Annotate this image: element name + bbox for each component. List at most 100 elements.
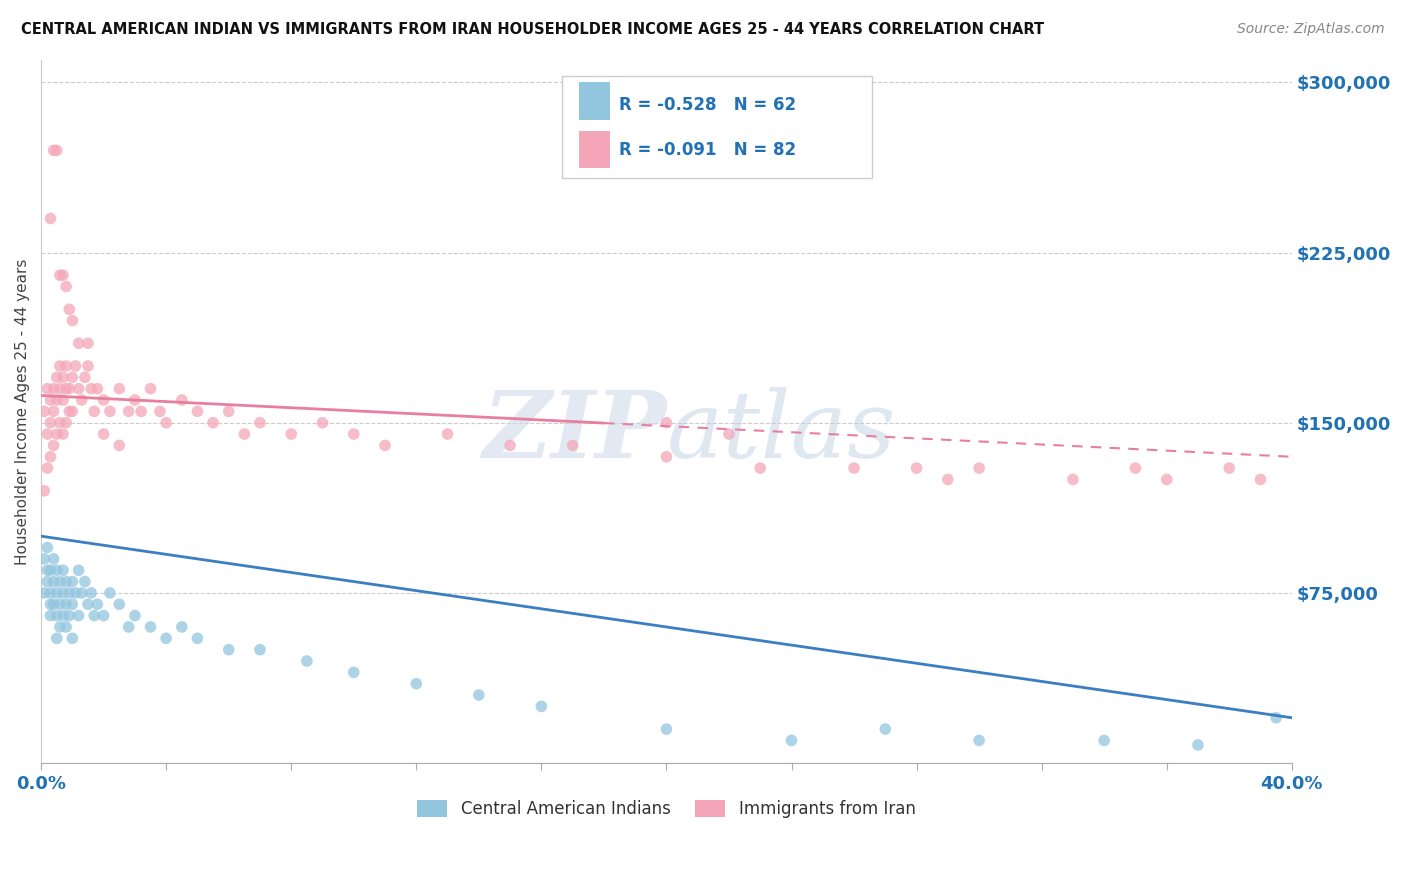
Point [60,313,83,327]
Point [73,574,96,589]
Point [52,608,75,623]
Point [905,461,928,475]
Point [37,541,59,555]
Point [343,665,366,680]
Point [58,382,80,396]
Point [1092,733,1115,747]
Point [77,597,100,611]
Point [39,450,62,464]
Point [37,574,59,589]
Point [32,586,55,600]
Point [45,608,67,623]
Point [108,597,131,611]
Point [93,392,115,407]
Y-axis label: Householder Income Ages 25 - 44 years: Householder Income Ages 25 - 44 years [15,258,30,565]
Point [749,461,772,475]
Point [55,574,77,589]
Point [39,597,62,611]
Point [139,382,162,396]
Point [45,392,67,407]
Point [1187,738,1209,752]
Point [218,642,240,657]
Point [55,620,77,634]
Point [45,427,67,442]
Point [93,427,115,442]
Point [780,733,803,747]
Point [149,404,172,418]
Point [530,699,553,714]
Point [295,654,318,668]
Point [77,359,100,373]
Point [55,382,77,396]
Point [73,370,96,384]
Point [875,722,897,736]
Point [45,586,67,600]
Point [155,632,177,646]
Point [83,404,105,418]
Point [83,608,105,623]
Point [1250,472,1272,486]
Point [55,279,77,293]
Point [108,382,131,396]
Point [42,144,65,158]
Point [42,382,65,396]
Point [60,370,83,384]
Point [58,586,80,600]
Point [249,416,271,430]
Legend: Central American Indians, Immigrants from Iran: Central American Indians, Immigrants fro… [411,794,922,825]
Point [311,416,333,430]
Point [67,608,90,623]
Point [58,608,80,623]
Point [52,427,75,442]
Point [218,404,240,418]
Text: ZIP: ZIP [482,387,666,477]
Point [80,382,103,396]
Point [967,733,990,747]
Point [45,144,67,158]
Point [186,404,208,418]
Point [52,370,75,384]
Point [65,359,87,373]
Point [58,302,80,317]
Point [561,438,583,452]
Point [655,416,678,430]
Point [42,552,65,566]
Point [52,563,75,577]
Text: CENTRAL AMERICAN INDIAN VS IMMIGRANTS FROM IRAN HOUSEHOLDER INCOME AGES 25 - 44 : CENTRAL AMERICAN INDIAN VS IMMIGRANTS FR… [21,22,1045,37]
Point [139,620,162,634]
Point [186,632,208,646]
Point [37,563,59,577]
Point [55,416,77,430]
Point [343,427,366,442]
Point [45,563,67,577]
Point [37,427,59,442]
Point [42,438,65,452]
Point [108,438,131,452]
Point [39,563,62,577]
Text: atlas: atlas [666,387,896,477]
Point [49,620,72,634]
Point [86,382,108,396]
Point [129,404,152,418]
Point [93,608,115,623]
Point [37,461,59,475]
Point [67,336,90,351]
Point [49,416,72,430]
Point [77,336,100,351]
Point [124,392,146,407]
Point [70,586,93,600]
Point [1062,472,1084,486]
Point [967,461,990,475]
Text: R = -0.528   N = 62: R = -0.528 N = 62 [619,95,796,113]
Point [98,404,121,418]
Point [42,574,65,589]
Point [52,392,75,407]
Point [37,382,59,396]
Point [98,586,121,600]
Point [1156,472,1178,486]
Point [39,416,62,430]
Point [1218,461,1240,475]
Point [49,597,72,611]
Point [1265,711,1288,725]
Point [280,427,302,442]
